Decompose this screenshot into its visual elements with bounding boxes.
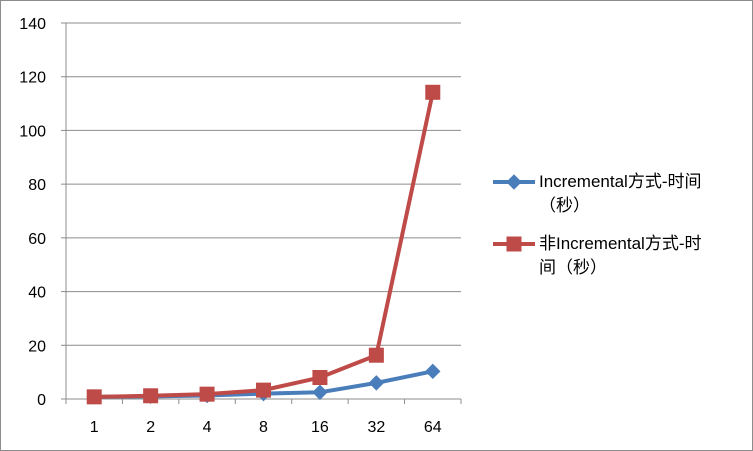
data-point-series-1: [425, 363, 441, 380]
x-tick-label: 8: [259, 419, 268, 436]
legend-marker-2: [506, 236, 522, 252]
x-tick-label: 64: [424, 419, 442, 436]
y-tick-label: 120: [19, 70, 46, 87]
y-tick-label: 20: [28, 338, 46, 355]
x-tick-label: 4: [203, 419, 212, 436]
y-tick-label: 80: [28, 177, 46, 194]
axes: [61, 22, 462, 404]
data-point-series-1: [368, 375, 385, 391]
x-tick-label: 32: [367, 419, 385, 436]
series-lines: [86, 84, 441, 405]
legend-marker-1: [506, 174, 522, 190]
data-point-series-2: [199, 386, 215, 402]
legend-label-2: 非Incremental方式-时: [539, 234, 701, 253]
data-point-series-2: [86, 389, 102, 405]
legend: Incremental方式-时间 （秒） 非Incremental方式-时间（秒）: [493, 172, 701, 277]
x-axis-ticks: 1 2 4 8 16 32 64: [90, 419, 442, 436]
legend-label-1: （秒）: [539, 196, 590, 215]
x-tick-label: 2: [146, 419, 155, 436]
x-tick-label: 16: [311, 419, 329, 436]
y-axis-ticks: 0 20 40 60 80 100 120 140: [19, 16, 46, 409]
y-tick-label: 60: [28, 231, 46, 248]
data-point-series-2: [312, 370, 328, 386]
data-point-series-2: [425, 84, 441, 100]
y-tick-label: 0: [37, 392, 46, 409]
y-tick-label: 40: [28, 285, 46, 302]
legend-label-2: 间（秒）: [539, 258, 607, 277]
gridlines: [66, 22, 461, 346]
legend-label-1: Incremental方式-时间: [539, 172, 701, 191]
y-tick-label: 100: [19, 123, 46, 140]
data-point-series-1: [312, 384, 328, 400]
data-point-series-2: [368, 347, 384, 363]
data-point-series-2: [143, 388, 159, 404]
data-point-series-2: [256, 382, 271, 398]
x-tick-label: 1: [90, 419, 99, 436]
y-tick-label: 140: [19, 16, 46, 33]
